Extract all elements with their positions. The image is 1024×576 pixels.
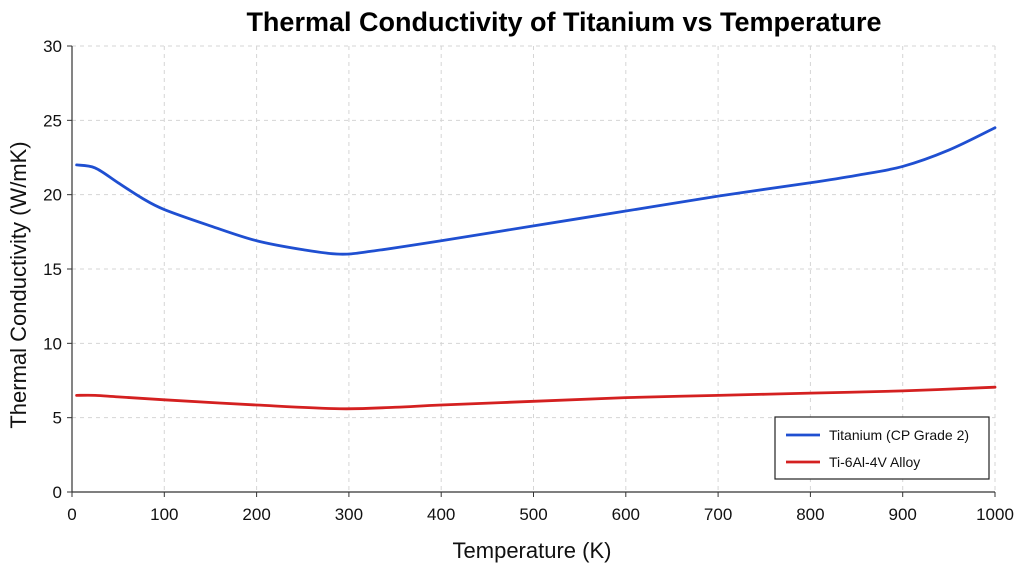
x-tick-label: 200 [242, 505, 270, 524]
legend-label-titanium: Titanium (CP Grade 2) [829, 427, 969, 443]
y-axis-label: Thermal Conductivity (W/mK) [6, 141, 31, 428]
series-line-ti-6al-4v [75, 385, 997, 411]
y-tick-label: 30 [43, 37, 62, 56]
y-tick-label: 5 [53, 409, 62, 428]
legend-box [774, 416, 990, 480]
y-tick-label: 15 [43, 260, 62, 279]
y-tick-label: 25 [43, 111, 62, 130]
x-tick-label: 900 [889, 505, 917, 524]
x-tick-label: 500 [519, 505, 547, 524]
y-tick-label: 0 [53, 483, 62, 502]
x-tick-label: 1000 [976, 505, 1014, 524]
series-lines [75, 126, 997, 411]
x-tick-label: 800 [796, 505, 824, 524]
x-tick-label: 400 [427, 505, 455, 524]
legend: Titanium (CP Grade 2) Ti-6Al-4V Alloy [774, 416, 990, 480]
y-axis-ticks: 0 5 10 15 20 25 30 [43, 37, 72, 502]
x-axis-ticks: 0 100 200 300 400 500 600 700 800 900 1000 [67, 492, 1014, 524]
x-tick-label: 600 [612, 505, 640, 524]
series-line-titanium [75, 126, 997, 256]
x-tick-label: 700 [704, 505, 732, 524]
x-tick-label: 300 [335, 505, 363, 524]
chart-title: Thermal Conductivity of Titanium vs Temp… [246, 7, 881, 37]
legend-label-ti-6al-4v: Ti-6Al-4V Alloy [829, 454, 920, 470]
x-tick-label: 0 [67, 505, 76, 524]
y-tick-label: 20 [43, 186, 62, 205]
x-tick-label: 100 [150, 505, 178, 524]
x-axis-label: Temperature (K) [453, 538, 612, 563]
y-tick-label: 10 [43, 334, 62, 353]
